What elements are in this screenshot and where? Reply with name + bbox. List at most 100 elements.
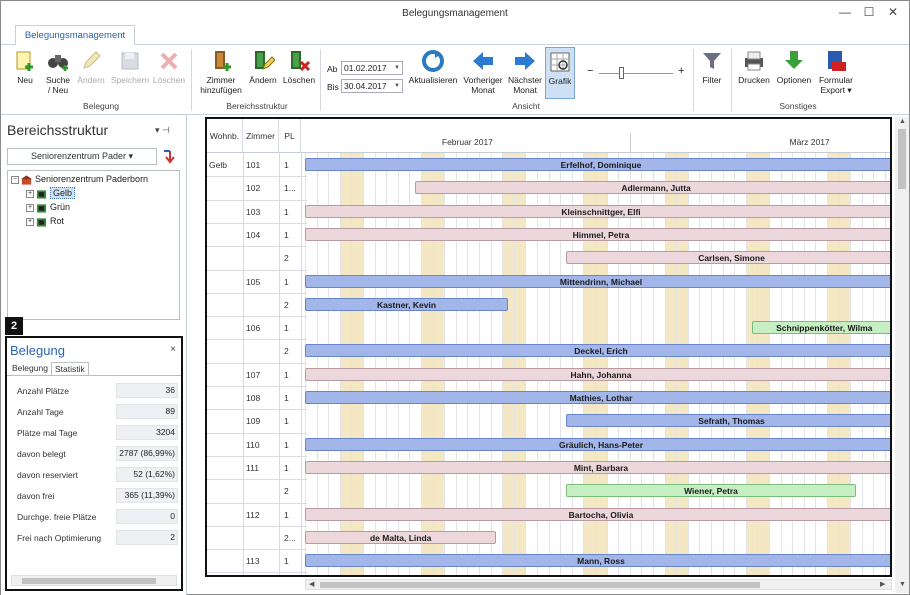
scrollbar-thumb[interactable]: [22, 578, 156, 584]
close-button[interactable]: ✕: [887, 5, 899, 19]
scroll-right-icon[interactable]: ▶: [880, 581, 886, 588]
expand-icon[interactable]: +: [26, 189, 34, 198]
stat-value: 89: [116, 404, 178, 419]
save-button[interactable]: Speichern: [109, 49, 151, 85]
zoom-slider-thumb[interactable]: [619, 67, 624, 79]
collapse-icon[interactable]: −: [11, 175, 19, 184]
tab-statistik[interactable]: Statistik: [51, 362, 89, 375]
booking-bar[interactable]: Wiener, Petra: [566, 484, 856, 498]
row-divider: [207, 292, 307, 294]
day-gridline: [595, 153, 596, 575]
graph-button[interactable]: Grafik: [545, 47, 575, 99]
booking-bar[interactable]: Hahn, Johanna: [305, 367, 890, 381]
zoom-out-button[interactable]: −: [587, 65, 594, 77]
prev-month-button[interactable]: Vorheriger Monat: [461, 49, 505, 95]
delete-button[interactable]: Löschen: [151, 49, 187, 85]
scroll-down-icon[interactable]: ▼: [899, 581, 906, 588]
day-gridline: [653, 153, 654, 575]
tree-node-gruen[interactable]: + Grün: [26, 202, 70, 213]
edit-room-button[interactable]: Ändern: [247, 49, 279, 85]
grid-horizontal-scrollbar[interactable]: ◀ ▶: [305, 579, 892, 590]
minimize-button[interactable]: —: [839, 5, 851, 19]
booking-bar[interactable]: Mann, Ross: [305, 554, 890, 568]
options-button[interactable]: Optionen: [773, 49, 815, 85]
place-cell: 1: [284, 160, 289, 170]
room-cell: 103: [246, 206, 261, 217]
booking-bar[interactable]: Mittendrinn, Michael: [305, 274, 890, 288]
refresh-button[interactable]: Aktualisieren: [405, 49, 461, 85]
booking-bar[interactable]: Carlsen, Simone: [566, 251, 890, 265]
day-gridline: [432, 153, 434, 575]
date-to-field[interactable]: 30.04.2017 ▼: [341, 79, 403, 93]
booking-bar[interactable]: Mint, Barbara: [305, 460, 890, 474]
facility-combo[interactable]: Seniorenzentrum Pader ▾: [7, 148, 157, 165]
stat-value: 0: [116, 509, 178, 524]
form-export-button[interactable]: Formular Export ▾: [815, 49, 857, 95]
booking-bar[interactable]: de Malta, Linda: [305, 530, 497, 544]
expand-icon[interactable]: +: [26, 217, 34, 226]
scrollbar-thumb[interactable]: [320, 582, 760, 588]
tree-node-gelb[interactable]: + Gelb: [26, 187, 76, 199]
grid-vertical-scrollbar[interactable]: ▲ ▼: [895, 117, 909, 593]
row-divider: [207, 176, 307, 178]
day-gridline: [780, 153, 782, 575]
edit-button[interactable]: Ändern: [75, 49, 107, 85]
tree-node-rot[interactable]: + Rot: [26, 216, 64, 227]
expand-icon[interactable]: +: [26, 203, 34, 212]
scroll-left-icon[interactable]: ◀: [309, 581, 315, 588]
zoom-slider-track[interactable]: [599, 73, 673, 74]
tab-belegungsmanagement[interactable]: Belegungsmanagement: [15, 25, 135, 46]
booking-bar[interactable]: Gräulich, Hans-Peter: [305, 437, 890, 451]
column-header[interactable]: Wohnb.: [207, 119, 243, 153]
place-cell: 2: [284, 346, 289, 357]
place-cell: 1: [284, 206, 289, 217]
booking-bar[interactable]: Kastner, Kevin: [305, 297, 508, 311]
column-header[interactable]: Zimmer: [243, 119, 279, 153]
stat-row: Frei nach Optimierung 2: [17, 530, 178, 546]
search-new-button[interactable]: Suche / Neu: [43, 49, 73, 95]
scrollbar-thumb[interactable]: [898, 129, 906, 189]
column-header[interactable]: PL: [279, 119, 301, 153]
booking-bar[interactable]: Mathies, Lothar: [305, 391, 890, 404]
booking-bar[interactable]: Adlermann, Jutta: [415, 181, 890, 195]
day-gridline: [885, 153, 886, 575]
panel-horizontal-scrollbar[interactable]: [11, 575, 177, 586]
room-cell: 113: [246, 556, 260, 567]
print-button[interactable]: Drucken: [737, 49, 771, 85]
printer-icon: [745, 51, 763, 71]
zoom-in-button[interactable]: +: [678, 65, 685, 77]
maximize-button[interactable]: ☐: [863, 5, 875, 19]
day-gridline: [502, 153, 504, 575]
next-month-button[interactable]: Nächster Monat: [505, 49, 545, 95]
door-edit-icon: [255, 51, 275, 70]
tab-belegung[interactable]: Belegung: [12, 363, 48, 373]
callout-badge-2: 2: [5, 317, 23, 335]
day-gridline: [316, 153, 318, 575]
booking-bar[interactable]: Erfelhof, Dominique: [305, 158, 890, 171]
booking-bar[interactable]: Deckel, Erich: [305, 344, 890, 358]
tree-node-root[interactable]: − Seniorenzentrum Paderborn: [11, 174, 148, 185]
sort-arrow-icon[interactable]: [163, 150, 177, 164]
room-cell: 104: [246, 229, 261, 240]
booking-bar[interactable]: Bartocha, Olivia: [305, 507, 890, 521]
booking-bar[interactable]: Schnippenkötter, Wilma: [751, 321, 890, 335]
place-cell: 1: [284, 393, 289, 403]
add-room-button[interactable]: Zimmer hinzufügen: [197, 49, 245, 95]
booking-bar[interactable]: Himmel, Petra: [305, 227, 890, 241]
group-label-bereich: Bereichsstruktur: [226, 101, 288, 111]
booking-bar[interactable]: Kleinschnittger, Elfi: [305, 204, 890, 218]
day-gridline: [583, 153, 585, 575]
pane-pin-icon[interactable]: ▾ ⊣: [155, 125, 170, 135]
new-button[interactable]: Neu: [11, 49, 39, 85]
day-gridline: [769, 153, 770, 575]
refresh-icon: [422, 50, 444, 72]
scroll-up-icon[interactable]: ▲: [899, 118, 906, 125]
stat-value: 2: [116, 530, 178, 545]
unit-icon: [36, 189, 47, 199]
booking-bar[interactable]: Sefrath, Thomas: [566, 414, 890, 428]
delete-room-button[interactable]: Löschen: [281, 49, 317, 85]
wohnb-cell: Gelb: [209, 160, 227, 170]
panel-close-icon[interactable]: ×: [170, 344, 176, 355]
filter-button[interactable]: Filter: [697, 49, 727, 85]
date-from-field[interactable]: 01.02.2017 ▼: [341, 61, 403, 75]
